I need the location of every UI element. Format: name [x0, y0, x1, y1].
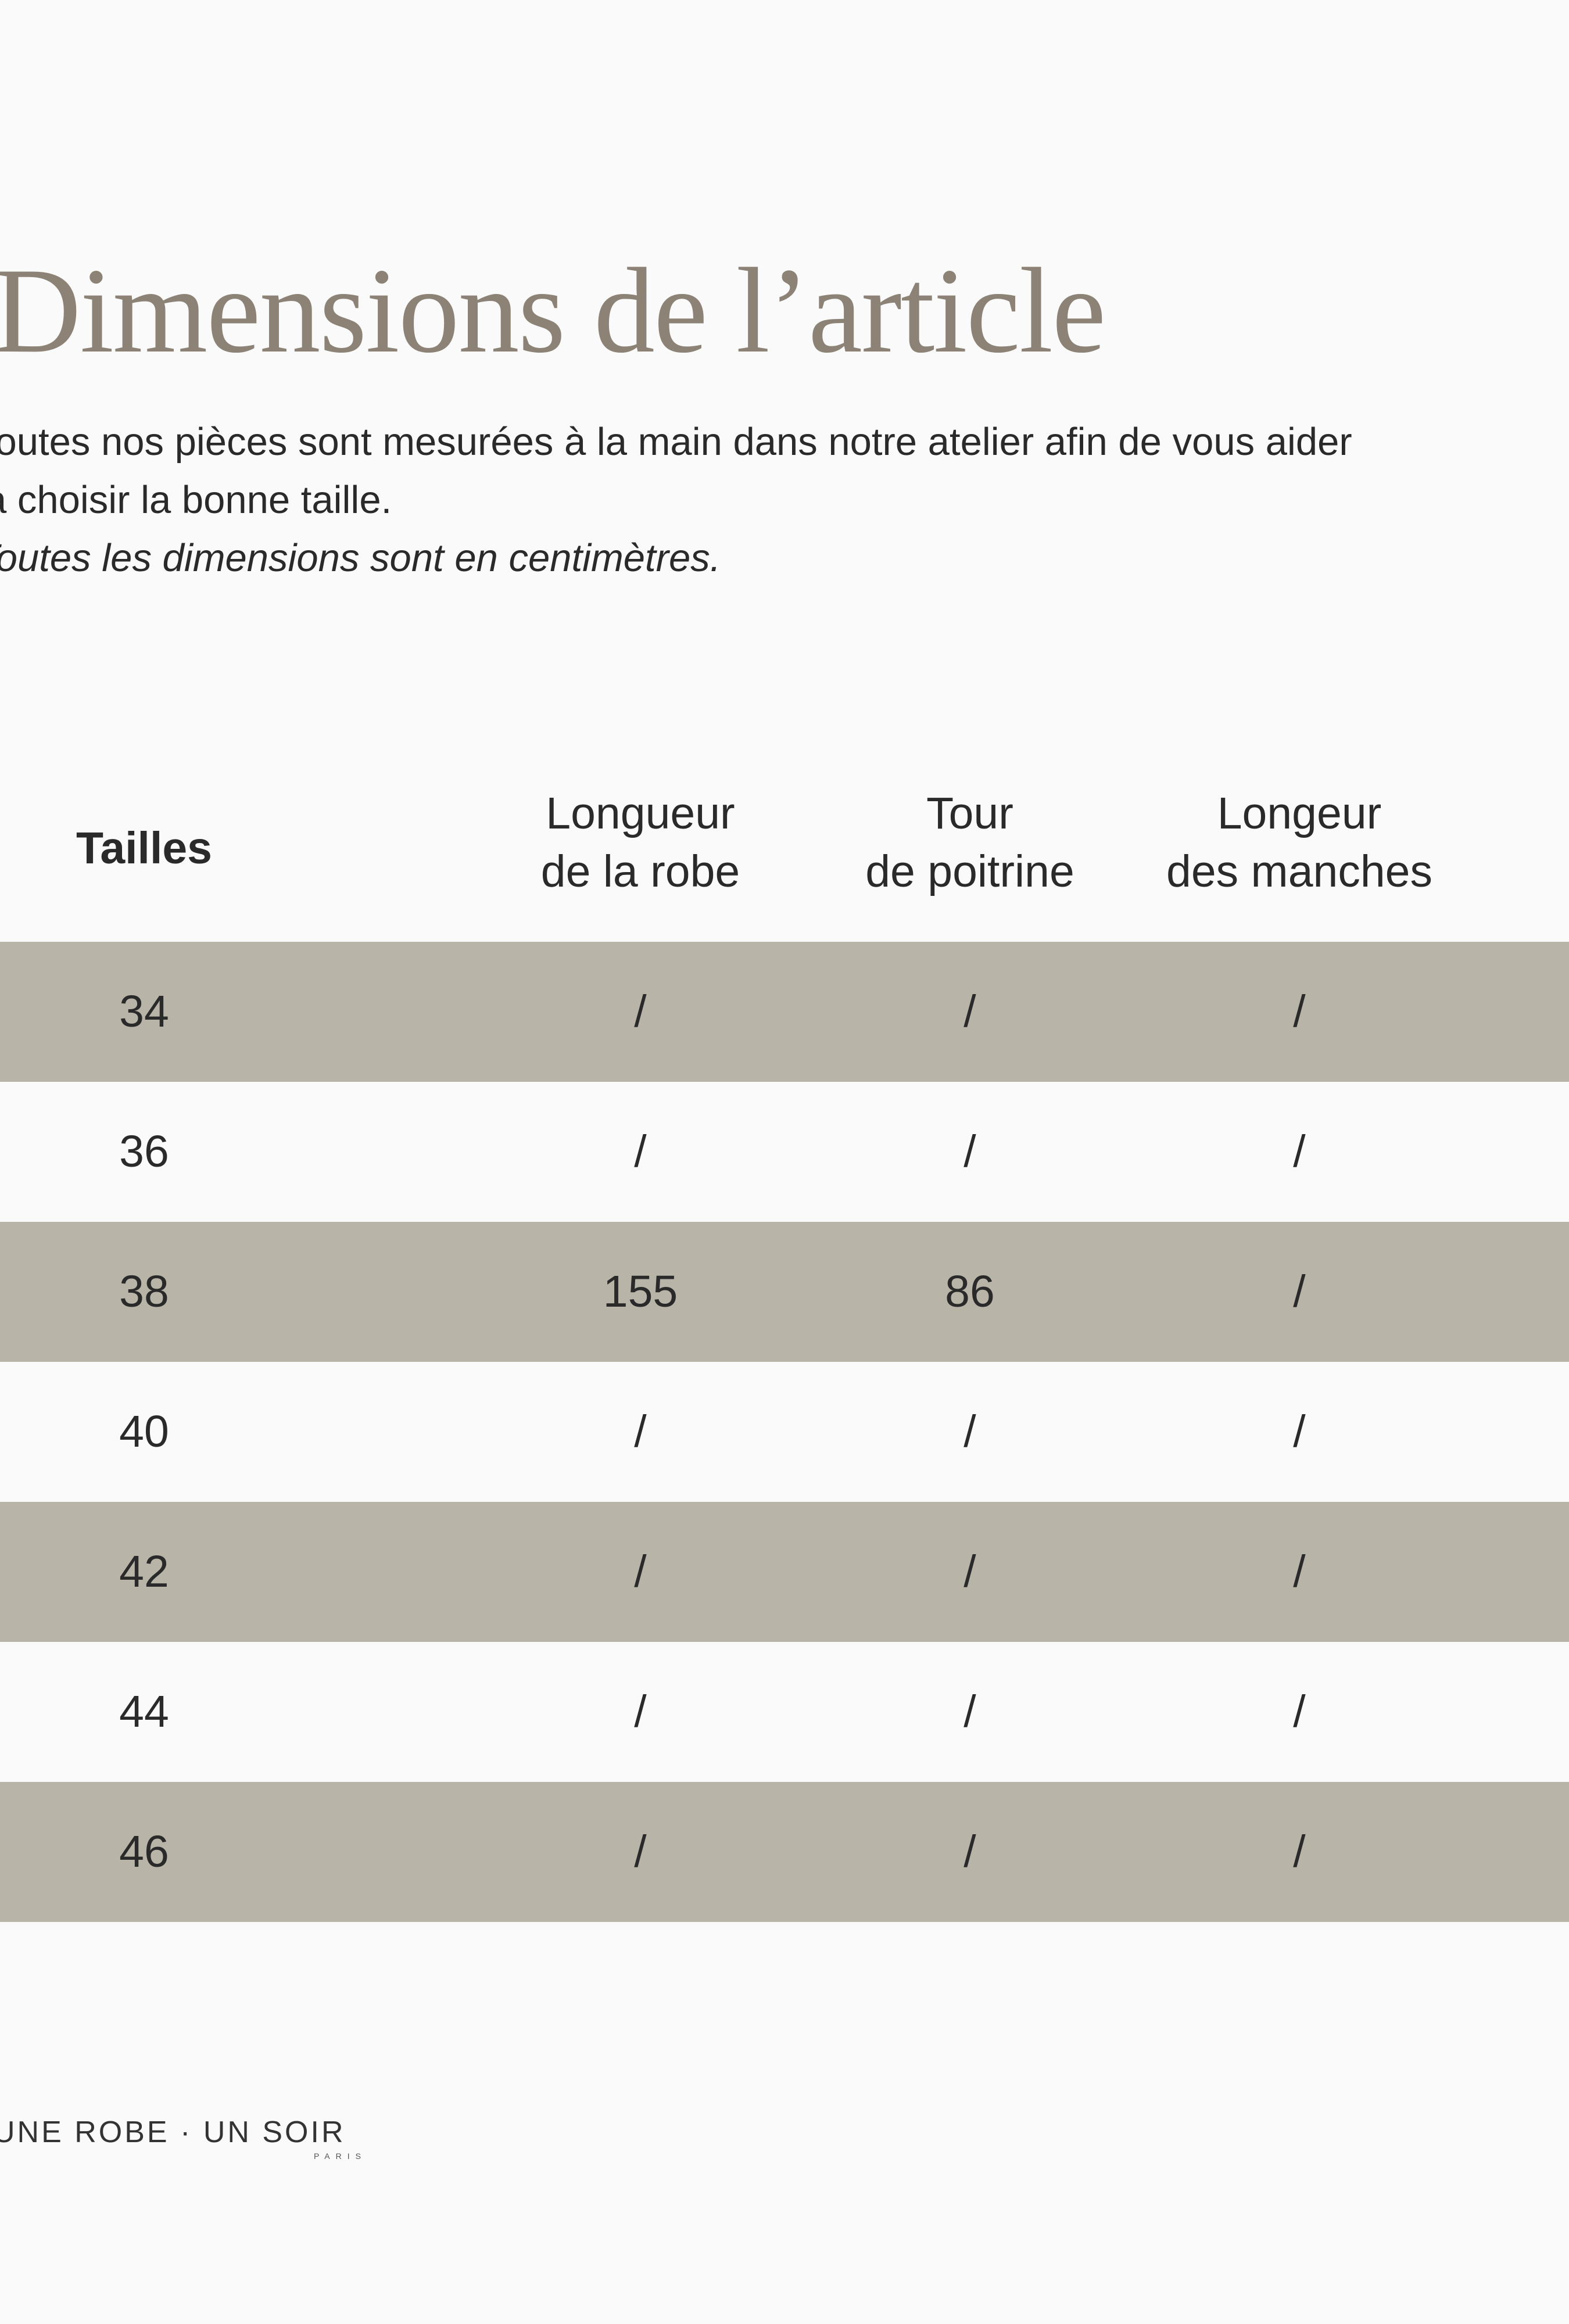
table-cell: /: [634, 1127, 647, 1177]
table-cell: 155: [603, 1267, 678, 1317]
table-cell: /: [1293, 1687, 1306, 1737]
table-row: 46 / / /: [0, 1782, 1569, 1922]
intro-note: Toutes les dimensions sont en centimètre…: [0, 536, 721, 580]
table-cell: 44: [119, 1687, 169, 1737]
table-cell: /: [1293, 1547, 1306, 1597]
table-cell: 38: [119, 1267, 169, 1317]
table-cell: /: [1293, 1127, 1306, 1177]
table-row: 42 / / /: [0, 1502, 1569, 1642]
table-cell: /: [1293, 1407, 1306, 1457]
table-cell: /: [634, 1687, 647, 1737]
brand-sub: PARIS: [314, 2151, 367, 2161]
table-cell: /: [963, 1547, 976, 1597]
column-header: Longueur de la robe: [540, 788, 740, 896]
table-cell: /: [634, 987, 647, 1037]
table-row: 36 / / /: [0, 1082, 1569, 1222]
table-cell: /: [963, 1827, 976, 1877]
table-cell: 46: [119, 1827, 169, 1877]
table-cell: /: [963, 987, 976, 1037]
intro-line: à choisir la bonne taille.: [0, 478, 392, 522]
table-row: 34 / / /: [0, 942, 1569, 1082]
page-title: Dimensions de l’article: [0, 243, 1106, 378]
column-header: Longeur des manches: [1166, 788, 1432, 896]
table-row: 40 / / /: [0, 1362, 1569, 1502]
table-row: 38 155 86 /: [0, 1222, 1569, 1362]
table-cell: 42: [119, 1547, 169, 1597]
table-cell: /: [1293, 1827, 1306, 1877]
table-cell: 86: [945, 1267, 995, 1317]
table-cell: /: [963, 1407, 976, 1457]
table-cell: /: [1293, 1267, 1306, 1317]
intro-line: Toutes nos pièces sont mesurées à la mai…: [0, 420, 1352, 464]
table-row: 44 / / /: [0, 1642, 1569, 1782]
table-cell: /: [963, 1127, 976, 1177]
column-header: Tailles: [76, 823, 212, 873]
table-cell: /: [963, 1687, 976, 1737]
brand-logo: UNE ROBE · UN SOIR: [0, 2115, 346, 2149]
table-cell: 40: [119, 1407, 169, 1457]
table-cell: /: [634, 1407, 647, 1457]
table-cell: /: [1293, 987, 1306, 1037]
table-cell: 36: [119, 1127, 169, 1177]
table-cell: /: [634, 1827, 647, 1877]
table-cell: 34: [119, 987, 169, 1037]
table-cell: /: [634, 1547, 647, 1597]
column-header: Tour de poitrine: [865, 788, 1074, 896]
